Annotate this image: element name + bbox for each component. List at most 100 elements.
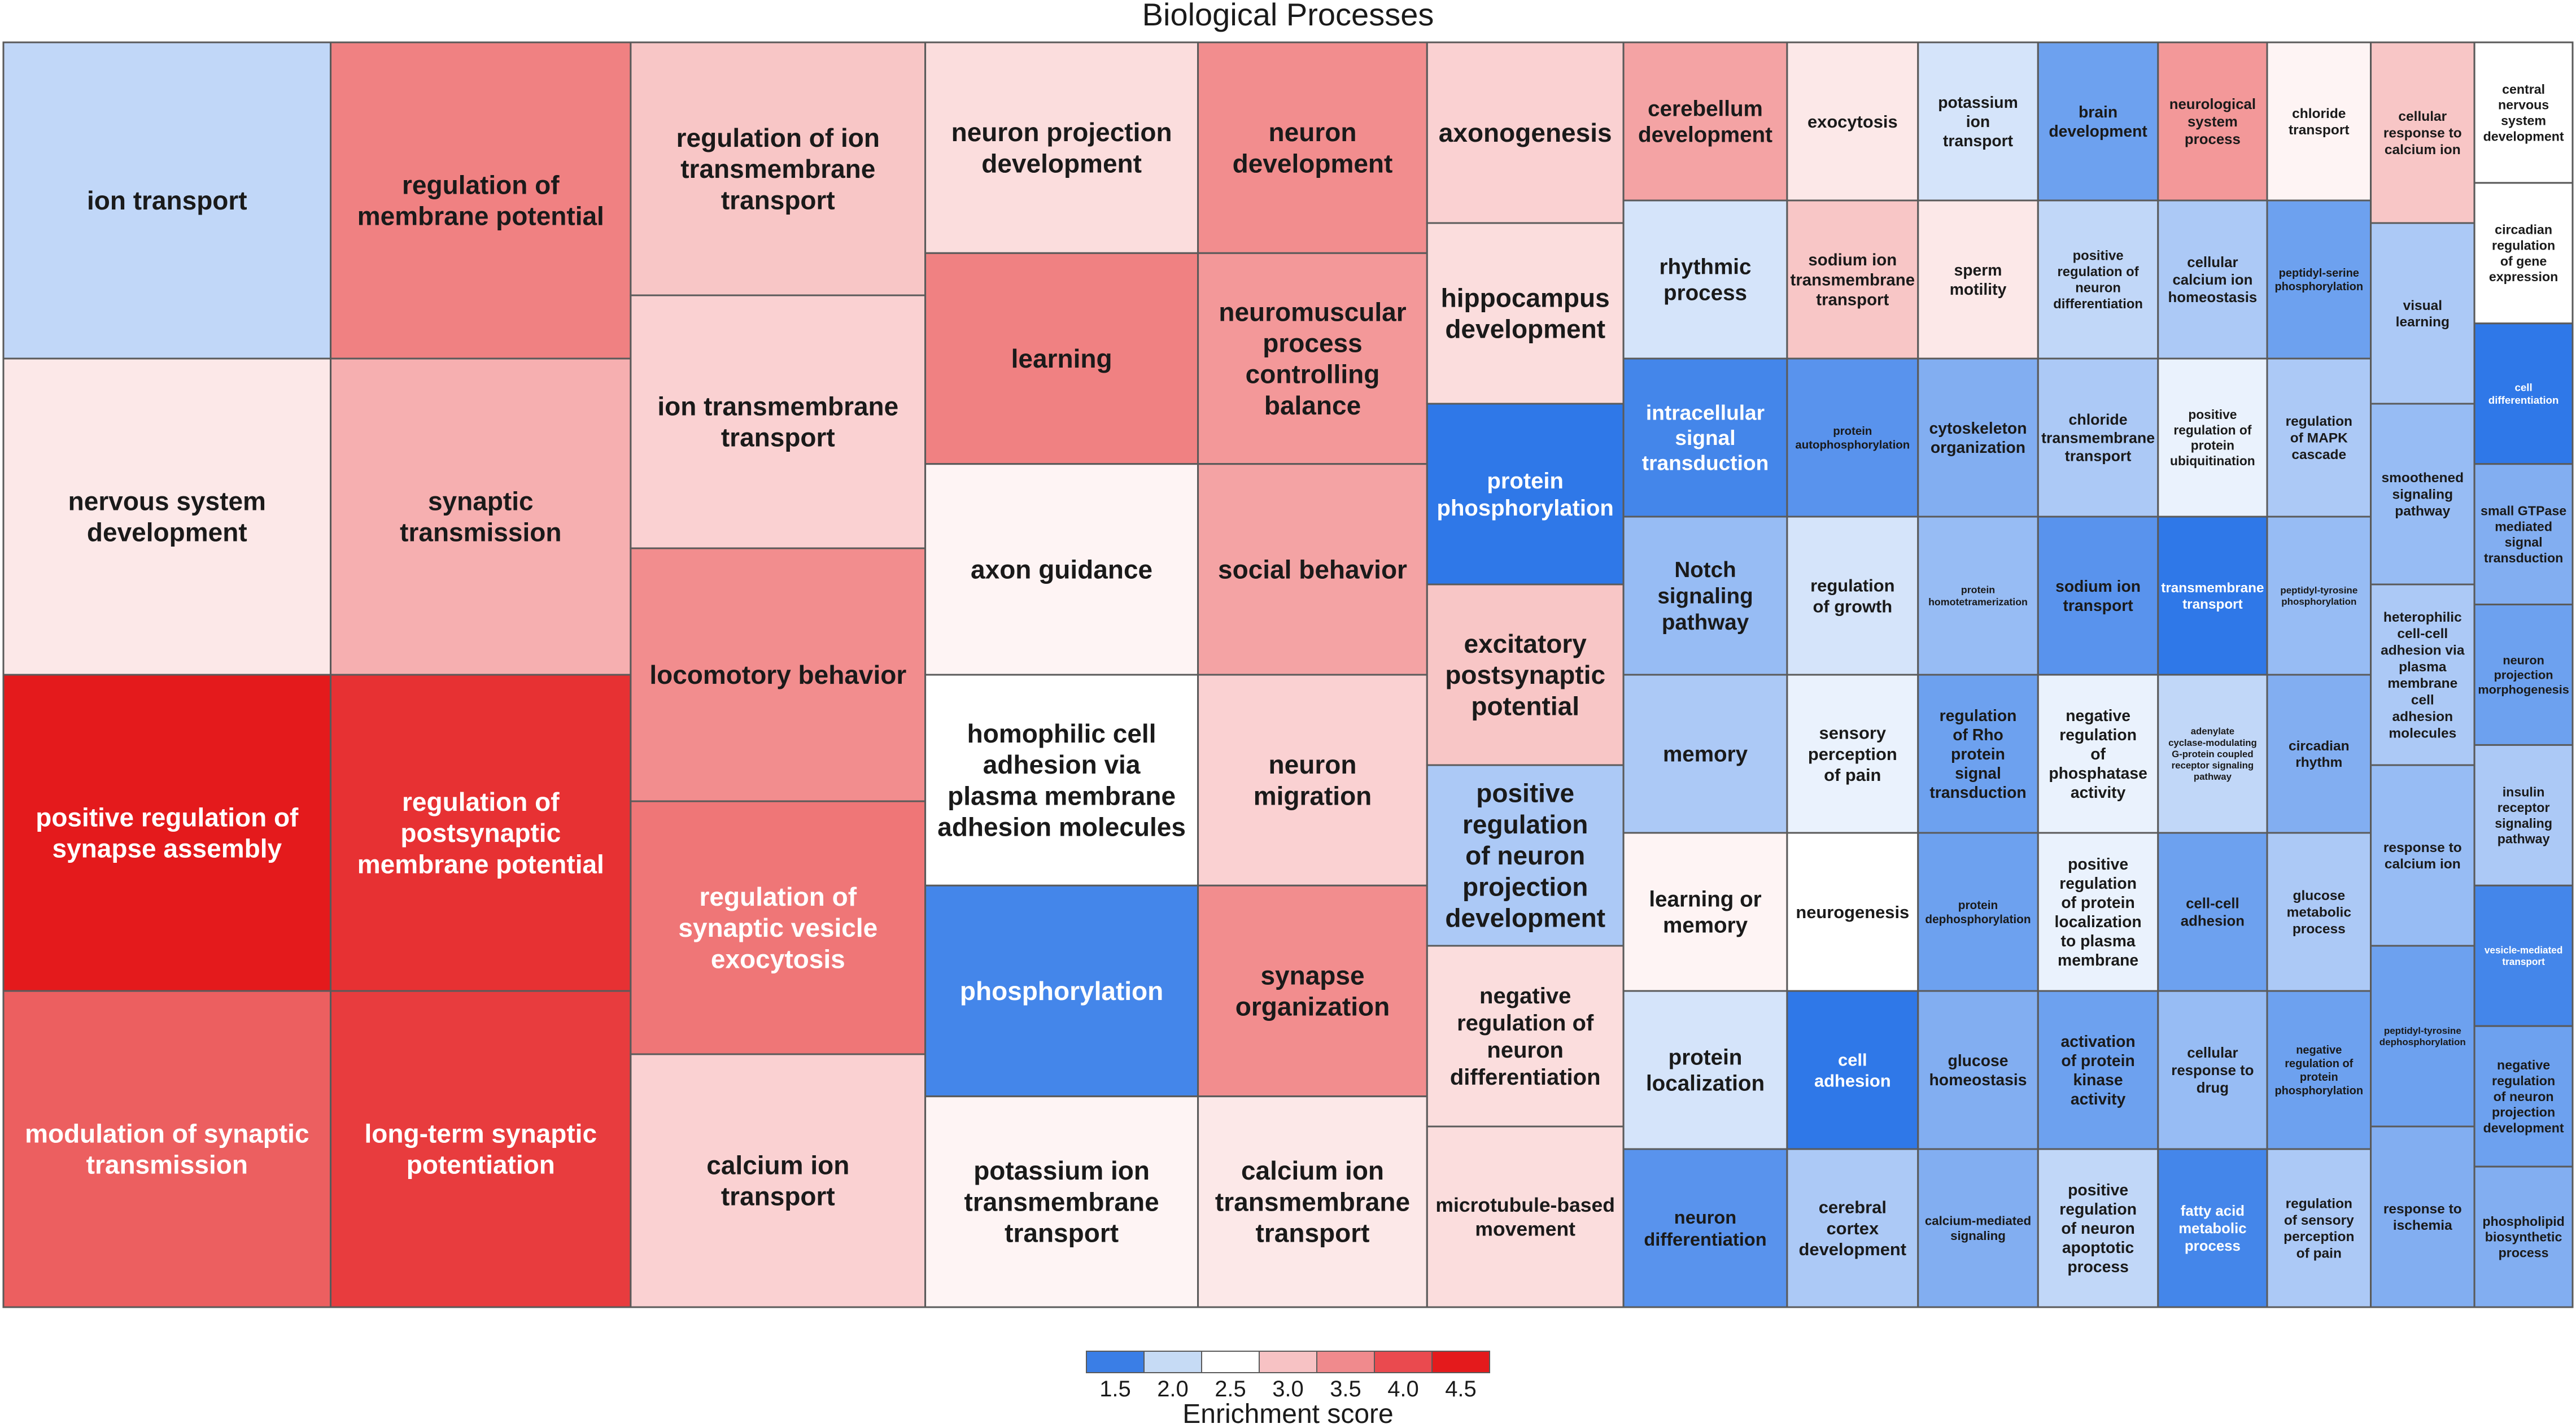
treemap-cell-label: circadian rhythm: [2289, 739, 2350, 770]
treemap-cell-label: cerebellum development: [1638, 97, 1772, 147]
treemap-cell-rect: [1786, 990, 1919, 1150]
treemap-cell-label: learning or memory: [1649, 887, 1761, 937]
treemap-cell-rect: [924, 1095, 1199, 1308]
treemap-cell-sensory-perception-of-pain: sensory perception of pain: [1786, 674, 1919, 834]
treemap-cell-synapse-organization: synapse organization: [1197, 884, 1428, 1098]
treemap-cell-protein-homotetramerization: protein homotetramerization: [1917, 516, 2039, 676]
treemap-cell-label: potassium ion transmembrane transport: [964, 1156, 1159, 1247]
treemap-cell-label: transmembrane transport: [2161, 580, 2264, 612]
treemap-cell-label: neurological system process: [2169, 97, 2256, 147]
treemap-cell-rect: [630, 1053, 927, 1308]
treemap-cell-label: ion transport: [87, 186, 247, 215]
treemap-cell-learning: learning: [924, 252, 1199, 465]
treemap-cell-rect: [2370, 945, 2475, 1128]
treemap-cell-rect: [924, 674, 1199, 887]
treemap-cell-label: activation of protein kinase activity: [2061, 1032, 2136, 1108]
treemap-cell-label: synaptic transmission: [400, 487, 561, 547]
treemap-cell-rect: [630, 294, 927, 549]
treemap-cell-smoothened-signaling-pathway: smoothened signaling pathway: [2370, 403, 2475, 586]
treemap-cell-label: regulation of membrane potential: [357, 171, 604, 231]
treemap-cell-rect: [2037, 674, 2159, 834]
treemap-cell-label: glucose metabolic process: [2287, 888, 2351, 937]
treemap-cell-chloride-transmembrane-transport: chloride transmembrane transport: [2037, 357, 2159, 518]
treemap-cell-rect: [2037, 357, 2159, 518]
treemap-cell-rect: [1426, 764, 1625, 947]
treemap-cell-label: fatty acid metabolic process: [2178, 1203, 2246, 1254]
treemap-cell-regulation-of-postsynaptic-membrane-potential: regulation of postsynaptic membrane potent…: [330, 674, 632, 992]
legend-swatch: [1143, 1351, 1202, 1373]
treemap-cell-nervous-system-development: nervous system development: [2, 357, 332, 676]
treemap-cell-sperm-motility: sperm motility: [1917, 199, 2039, 360]
legend-tick-label: 2.0: [1157, 1377, 1189, 1401]
treemap-cell-regulation-of-sensory-perception-of-pain: regulation of sensory perception of pain: [2266, 1148, 2372, 1308]
treemap-cell-positive-regulation-of-protein-ubiquitination: positive regulation of protein ubiquitinati…: [2157, 357, 2268, 518]
treemap-cell-label: protein phosphorylation: [1437, 469, 1614, 521]
treemap-cell-label: phosphorylation: [960, 976, 1163, 1006]
treemap-cell-rect: [2473, 604, 2574, 746]
chart-title: Biological Processes: [1142, 0, 1434, 32]
treemap-cell-central-nervous-system-development: central nervous system development: [2473, 41, 2574, 184]
treemap-cell-rect: [2370, 764, 2475, 947]
treemap-cell-neuromuscular-process-controlling-balance: neuromuscular process controlling balance: [1197, 252, 1428, 465]
treemap-cell-rect: [2157, 357, 2268, 518]
legend-tick-label: 4.5: [1445, 1377, 1477, 1401]
treemap-cell-rect: [1197, 41, 1428, 254]
treemap-cell-label: cellular response to calcium ion: [2383, 109, 2462, 158]
treemap-cell-label: axon guidance: [971, 554, 1152, 584]
treemap-cell-label: cellular calcium ion homeostasis: [2168, 255, 2258, 305]
treemap-cell-sodium-ion-transmembrane-transport: sodium ion transmembrane transport: [1786, 199, 1919, 360]
treemap-cell-homophilic-cell-adhesion-via-plasma-membrane-adhesion-molecules: homophilic cell adhesion via plasma membra…: [924, 674, 1199, 887]
treemap-cell-label: neuron development: [1233, 117, 1393, 178]
treemap-cell-rect: [2370, 1125, 2475, 1308]
treemap-cell-label: neuron differentiation: [1644, 1207, 1766, 1250]
treemap-cell-label: response to calcium ion: [2383, 840, 2462, 872]
treemap-cell-rect: [2, 357, 332, 676]
treemap-cell-rect: [330, 357, 632, 676]
treemap-cell-rect: [1786, 41, 1919, 202]
legend-swatch: [1259, 1351, 1317, 1373]
treemap-cell-rect: [1622, 990, 1788, 1150]
treemap-cell-label: neuron migration: [1254, 750, 1372, 810]
treemap-cell-rect: [2473, 322, 2574, 465]
treemap-cell-protein-dephosphorylation: protein dephosphorylation: [1917, 832, 2039, 992]
treemap-cell-regulation-of-growth: regulation of growth: [1786, 516, 1919, 676]
treemap-cell-rect: [2157, 832, 2268, 992]
treemap-cell-rect: [2037, 199, 2159, 360]
treemap-cell-cerebral-cortex-development: cerebral cortex development: [1786, 1148, 1919, 1308]
treemap-cell-rect: [1622, 516, 1788, 676]
treemap-cell-glucose-homeostasis: glucose homeostasis: [1917, 990, 2039, 1150]
treemap-cell-label: glucose homeostasis: [1929, 1051, 2027, 1089]
treemap-cell-cell-differentiation: cell differentiation: [2473, 322, 2574, 465]
treemap-cell-response-to-ischemia: response to ischemia: [2370, 1125, 2475, 1308]
treemap-cell-calcium-ion-transport: calcium ion transport: [630, 1053, 927, 1308]
treemap-cell-label: homophilic cell adhesion via plasma membra…: [937, 719, 1186, 842]
treemap-cell-rect: [1426, 1125, 1625, 1308]
treemap-cell-rect: [1426, 403, 1625, 586]
treemap-cells: ion transport nervous system development po…: [2, 41, 2574, 1308]
treemap-cell-rect: [1917, 674, 2039, 834]
treemap-cell-negative-regulation-of-phosphatase-activity: negative regulation of phosphatase activity: [2037, 674, 2159, 834]
treemap-cell-rhythmic-process: rhythmic process: [1622, 199, 1788, 360]
treemap-cell-rect: [1917, 1148, 2039, 1308]
treemap-cell-sodium-ion-transport: sodium ion transport: [2037, 516, 2159, 676]
treemap-cell-protein-phosphorylation: protein phosphorylation: [1426, 403, 1625, 586]
treemap-cell-rect: [2473, 744, 2574, 887]
treemap-cell-label: ion transmembrane transport: [657, 392, 898, 452]
treemap-cell-label: neurogenesis: [1796, 902, 1909, 922]
treemap-cell-intracellular-signal-transduction: intracellular signal transduction: [1622, 357, 1788, 518]
treemap-cell-label: positive regulation of neuron differentiati…: [2053, 248, 2143, 312]
treemap-cell-rect: [1786, 516, 1919, 676]
treemap-cell-rect: [1786, 357, 1919, 518]
treemap-cell-label: protein dephosphorylation: [1925, 899, 2031, 926]
legend-tick-label: 4.0: [1387, 1377, 1419, 1401]
treemap-cell-positive-regulation-of-neuron-differentiation: positive regulation of neuron differentiati…: [2037, 199, 2159, 360]
treemap-cell-label: peptidyl-serine phosphorylation: [2274, 267, 2363, 293]
treemap-cell-label: microtubule-based movement: [1435, 1194, 1615, 1241]
treemap-cell-axon-guidance: axon guidance: [924, 463, 1199, 676]
treemap-cell-rect: [1917, 990, 2039, 1150]
treemap-cell-label: cerebral cortex development: [1799, 1198, 1907, 1259]
treemap-cell-label: chloride transmembrane transport: [2041, 411, 2155, 464]
treemap-cell-rect: [2266, 674, 2372, 834]
treemap-cell-rect: [1426, 945, 1625, 1128]
treemap-cell-peptidyl-serine-phosphorylation: peptidyl-serine phosphorylation: [2266, 199, 2372, 360]
